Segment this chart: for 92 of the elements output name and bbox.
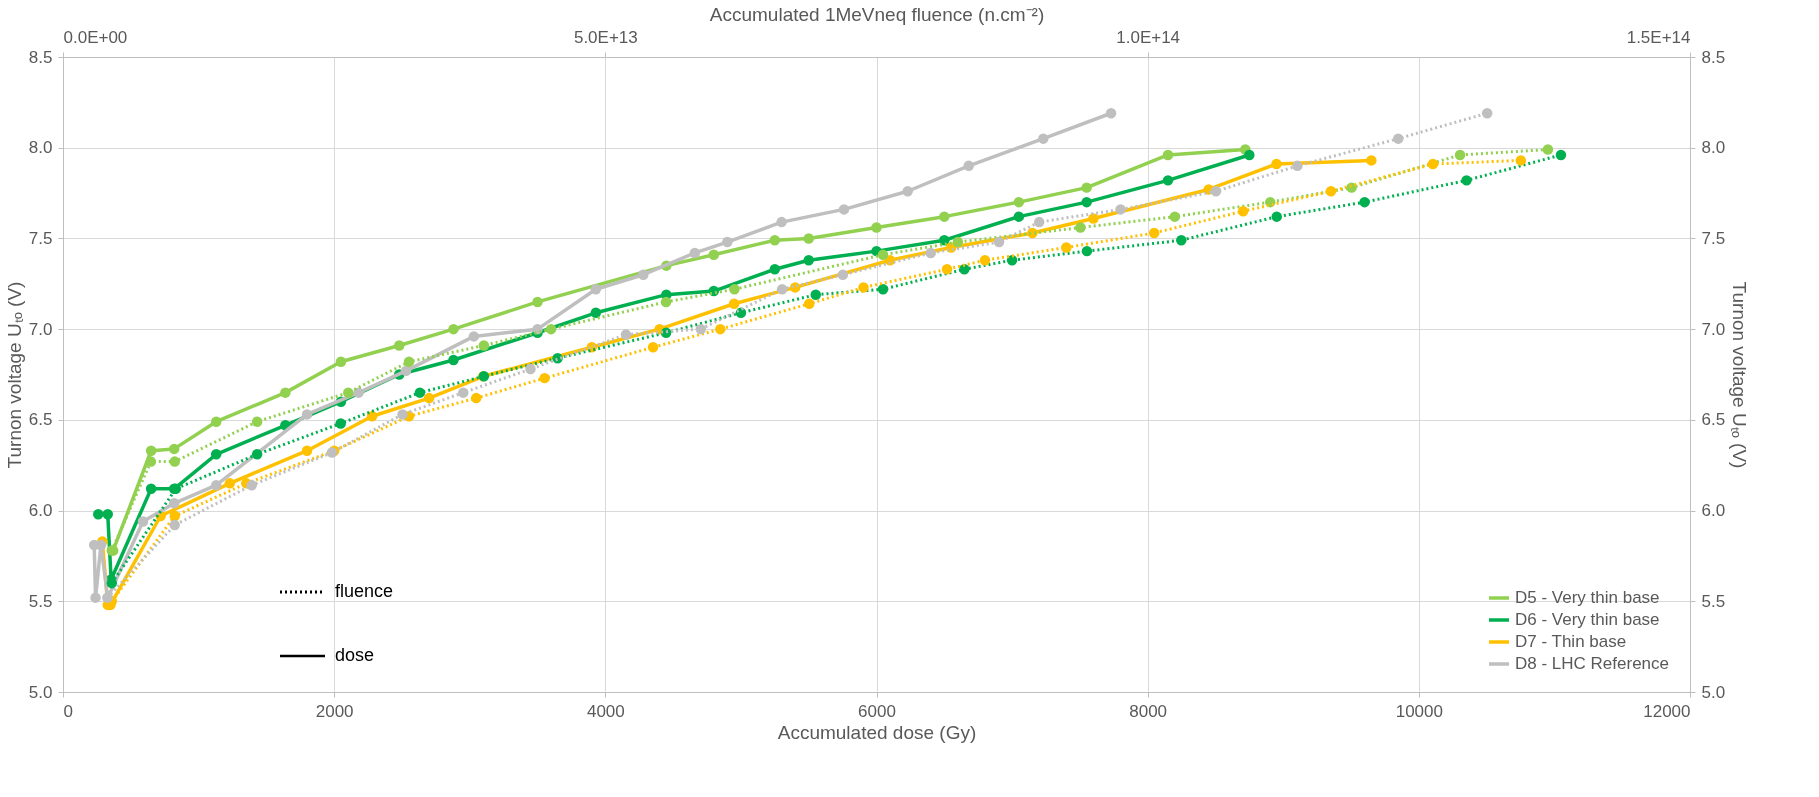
y2-tick-label: 8.5 — [1701, 47, 1726, 67]
x-axis-title: Accumulated dose (Gy) — [777, 721, 977, 743]
y2-tick-label: 5.5 — [1701, 591, 1726, 611]
y2-tick-label: 8.0 — [1701, 138, 1726, 158]
point — [1081, 182, 1092, 193]
point — [102, 592, 113, 603]
point — [776, 216, 787, 228]
x2-tick-label: 1.5E+14 — [1626, 27, 1691, 47]
x-tick-label: 8000 — [1129, 701, 1168, 721]
y-tick-label: 7.5 — [28, 228, 53, 248]
point — [335, 356, 347, 368]
y2-tick-label: 6.0 — [1701, 501, 1726, 521]
x-tick-label: 0 — [63, 701, 73, 721]
point — [838, 204, 850, 215]
x-tick-label: 10000 — [1395, 701, 1443, 721]
point — [280, 387, 291, 398]
point — [722, 236, 733, 248]
point — [168, 498, 180, 509]
point — [769, 264, 781, 275]
point — [1162, 175, 1174, 186]
y2-tick-label: 6.5 — [1701, 410, 1726, 430]
point — [145, 483, 157, 495]
point — [590, 307, 602, 319]
point — [728, 298, 740, 309]
legend-label: D7 - Thin base — [1515, 632, 1627, 651]
y2-tick-label: 7.0 — [1701, 319, 1726, 339]
point — [939, 211, 950, 222]
point — [366, 410, 378, 422]
y2-axis-title: Turnon voltage Uₜₒ (V) — [1729, 281, 1751, 469]
point — [301, 409, 313, 420]
point — [168, 443, 180, 455]
point — [963, 160, 974, 172]
point — [400, 365, 412, 377]
legend-label: D6 - Very thin base — [1515, 610, 1660, 629]
point — [1244, 149, 1255, 161]
point — [871, 222, 882, 233]
point — [1271, 158, 1282, 170]
point — [1105, 108, 1117, 119]
point — [1081, 196, 1092, 208]
point — [448, 323, 459, 335]
point — [145, 445, 157, 456]
y-tick-label: 7.0 — [28, 319, 53, 339]
x2-tick-label: 0.0E+00 — [63, 27, 128, 47]
y-axis-title: Turnon voltage Uₜₒ (V) — [3, 281, 25, 469]
annotation: dose — [335, 645, 375, 665]
point — [803, 254, 814, 266]
x-tick-label: 12000 — [1643, 701, 1691, 721]
point — [708, 249, 720, 260]
point — [769, 235, 781, 246]
x-tick-label: 6000 — [858, 701, 896, 721]
point — [1013, 196, 1025, 208]
point — [689, 247, 701, 259]
annotation: fluence — [335, 581, 394, 601]
point — [1038, 133, 1049, 144]
point — [210, 479, 222, 491]
y-tick-label: 5.0 — [28, 682, 53, 702]
point — [1162, 149, 1174, 161]
point — [423, 392, 435, 404]
point — [210, 449, 222, 460]
point — [102, 508, 113, 520]
point — [1088, 213, 1099, 224]
point — [93, 508, 104, 520]
y-tick-label: 8.0 — [28, 138, 53, 158]
point — [448, 354, 459, 366]
point — [468, 331, 480, 342]
x-tick-label: 4000 — [586, 701, 625, 721]
point — [590, 283, 602, 295]
point — [1013, 211, 1025, 222]
point — [353, 387, 364, 398]
point — [638, 269, 649, 280]
point — [90, 592, 101, 603]
y-tick-label: 5.5 — [28, 591, 53, 611]
point — [210, 416, 222, 427]
point — [224, 478, 236, 489]
y2-tick-label: 7.5 — [1701, 228, 1726, 248]
x-tick-label: 2000 — [315, 701, 354, 721]
point — [1366, 155, 1377, 166]
x2-tick-label: 5.0E+13 — [573, 27, 638, 47]
legend-label: D8 - LHC Reference — [1515, 654, 1670, 673]
point — [902, 186, 913, 197]
x2-axis-title: Accumulated 1MeVneq fluence (n.cm⁻²) — [709, 3, 1045, 25]
legend-label: D5 - Very thin base — [1515, 588, 1660, 607]
x2-tick-label: 1.0E+14 — [1116, 27, 1181, 47]
y-tick-label: 8.5 — [28, 47, 53, 67]
point — [137, 516, 149, 527]
y-tick-label: 6.5 — [28, 410, 53, 430]
point — [532, 296, 543, 308]
point — [301, 445, 313, 456]
point — [394, 340, 405, 351]
point — [803, 233, 814, 244]
y-tick-label: 6.0 — [28, 501, 53, 521]
y2-tick-label: 5.0 — [1701, 682, 1726, 702]
